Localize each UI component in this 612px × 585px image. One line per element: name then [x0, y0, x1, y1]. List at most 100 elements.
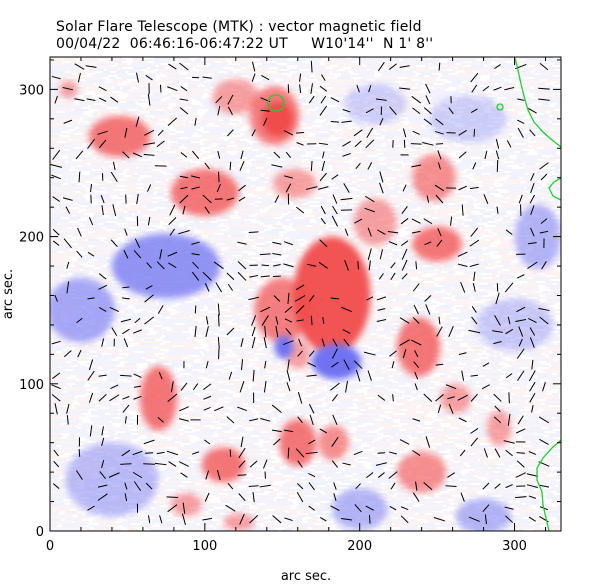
- field-vector: [216, 469, 221, 481]
- field-vector: [202, 76, 212, 79]
- field-vector: [518, 194, 523, 204]
- field-vector: [435, 194, 444, 204]
- x-tick-label: 0: [46, 539, 54, 554]
- field-vector: [379, 171, 384, 183]
- field-vector: [297, 460, 303, 468]
- field-vector: [341, 120, 352, 123]
- field-vector: [53, 460, 60, 468]
- field-vector: [308, 472, 316, 478]
- field-vector: [494, 64, 501, 69]
- field-vector: [120, 318, 131, 323]
- field-vector: [368, 514, 371, 524]
- field-vector: [343, 338, 350, 347]
- field-vector: [66, 403, 70, 414]
- field-vector: [144, 294, 154, 303]
- field-vector: [203, 383, 212, 391]
- field-vector: [470, 393, 478, 402]
- field-vector: [377, 452, 386, 454]
- field-vector: [179, 175, 189, 179]
- field-vector: [389, 506, 397, 511]
- field-vector: [507, 316, 511, 325]
- field-vector: [110, 239, 118, 247]
- field-vector: [297, 391, 303, 404]
- field-vector: [305, 451, 318, 455]
- field-vector: [423, 118, 432, 126]
- field-vector: [202, 271, 212, 281]
- field-vector: [308, 439, 316, 445]
- field-vector: [272, 515, 282, 524]
- field-vector: [76, 250, 83, 258]
- field-vector: [425, 95, 431, 105]
- field-vector: [74, 98, 85, 102]
- field-vector: [287, 292, 290, 305]
- field-vector: [390, 262, 396, 269]
- field-vector: [400, 506, 409, 511]
- field-vector: [133, 395, 142, 400]
- field-vector: [365, 139, 375, 149]
- field-vector: [527, 107, 537, 114]
- field-vector: [156, 140, 165, 148]
- field-vector: [226, 416, 235, 424]
- field-vector: [263, 380, 267, 393]
- field-vector: [85, 65, 97, 68]
- field-vector: [283, 130, 294, 136]
- field-vector: [121, 328, 130, 335]
- field-vector: [54, 403, 58, 415]
- field-vector: [389, 106, 397, 116]
- field-vector: [415, 261, 418, 270]
- field-vector: [494, 448, 501, 458]
- field-vector: [448, 107, 454, 115]
- field-vector: [51, 384, 61, 390]
- field-vector: [227, 129, 234, 137]
- field-vector: [159, 84, 162, 93]
- field-vector: [343, 183, 350, 193]
- field-vector: [166, 450, 178, 456]
- field-vector: [271, 429, 282, 433]
- field-vector: [434, 184, 445, 192]
- field-vector: [87, 505, 95, 511]
- field-vector: [470, 227, 479, 237]
- field-vector: [145, 74, 153, 81]
- field-vector: [331, 215, 339, 227]
- field-vector: [505, 328, 514, 335]
- field-vector: [52, 240, 60, 246]
- field-vector: [389, 63, 397, 70]
- field-vector: [144, 316, 155, 325]
- positive-polarity-patch: [412, 226, 462, 262]
- field-vector: [425, 436, 431, 448]
- field-vector: [308, 350, 315, 357]
- field-vector: [330, 382, 340, 391]
- positive-polarity-patch: [440, 383, 472, 414]
- field-vector: [101, 205, 104, 216]
- field-vector: [459, 449, 466, 457]
- field-vector: [240, 338, 244, 348]
- field-vector: [97, 493, 108, 501]
- field-vector: [248, 485, 259, 487]
- field-vector: [330, 505, 340, 511]
- field-vector: [308, 95, 315, 104]
- field-vector: [345, 380, 349, 393]
- x-tick-label: 300: [502, 539, 527, 554]
- field-vector: [517, 370, 525, 381]
- field-vector: [529, 392, 536, 403]
- field-vector: [531, 404, 534, 413]
- negative-polarity-patch: [311, 344, 362, 380]
- field-vector: [482, 482, 490, 490]
- field-vector: [179, 418, 189, 422]
- field-vector: [504, 506, 514, 510]
- field-vector: [538, 307, 550, 312]
- field-vector: [460, 492, 465, 502]
- field-vector: [133, 373, 142, 378]
- y-tick-label: 300: [19, 83, 44, 98]
- field-vector: [158, 372, 163, 380]
- field-vector: [204, 162, 210, 170]
- positive-polarity-patch: [139, 366, 177, 431]
- field-vector: [275, 316, 279, 325]
- field-vector: [249, 515, 259, 524]
- field-vector: [363, 351, 376, 356]
- field-vector: [124, 493, 128, 502]
- field-vector: [124, 416, 127, 424]
- field-vector: [538, 98, 550, 101]
- field-vector: [159, 515, 163, 524]
- field-vector: [355, 162, 361, 169]
